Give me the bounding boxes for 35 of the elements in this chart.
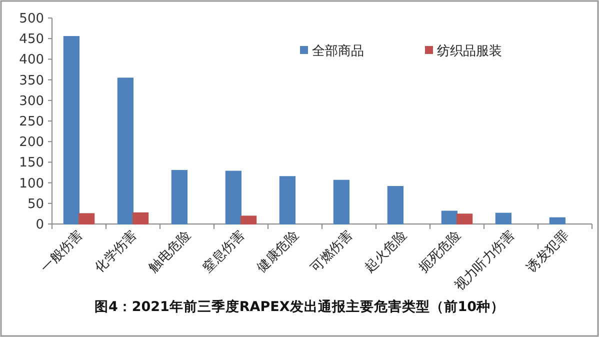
- y-tick-label: 100: [19, 176, 44, 192]
- bar: [279, 176, 296, 224]
- bar: [225, 170, 242, 224]
- y-tick-label: 250: [19, 114, 44, 130]
- x-tick-label: 扼死危险: [416, 228, 464, 276]
- bar: [495, 212, 512, 224]
- bar: [132, 212, 149, 224]
- x-tick-label: 可燃伤害: [308, 228, 356, 276]
- bar: [549, 217, 566, 224]
- x-tick-label: 起火危险: [362, 228, 410, 276]
- bar: [441, 210, 458, 224]
- y-tick-label: 150: [19, 156, 44, 171]
- y-tick-label: 450: [19, 32, 44, 48]
- x-tick-label: 诱发犯罪: [524, 228, 572, 276]
- y-tick-label: 400: [19, 52, 44, 68]
- legend-label: 纺织品服装: [437, 44, 502, 59]
- x-tick-label: 窒息伤害: [200, 228, 248, 276]
- legend-label: 全部商品: [312, 44, 364, 59]
- bar: [387, 186, 404, 224]
- bar: [63, 36, 80, 224]
- y-tick-label: 500: [19, 12, 44, 26]
- x-tick-label: 触电危险: [146, 228, 194, 276]
- bar: [171, 170, 188, 224]
- y-tick-label: 300: [19, 94, 44, 109]
- text: 图4：2021年前三季度RAPEX发出通报主要危害类型（前10种）: [94, 298, 505, 315]
- x-tick-label: 化学伤害: [92, 228, 140, 276]
- bar: [78, 213, 95, 224]
- bar: [333, 180, 350, 224]
- y-tick-label: 50: [27, 196, 44, 212]
- y-tick-label: 200: [19, 135, 44, 150]
- y-tick-label: 350: [19, 73, 44, 88]
- bar: [456, 214, 473, 224]
- bar: [117, 78, 134, 224]
- bar: [240, 216, 257, 224]
- x-tick-label: 健康危险: [254, 228, 302, 276]
